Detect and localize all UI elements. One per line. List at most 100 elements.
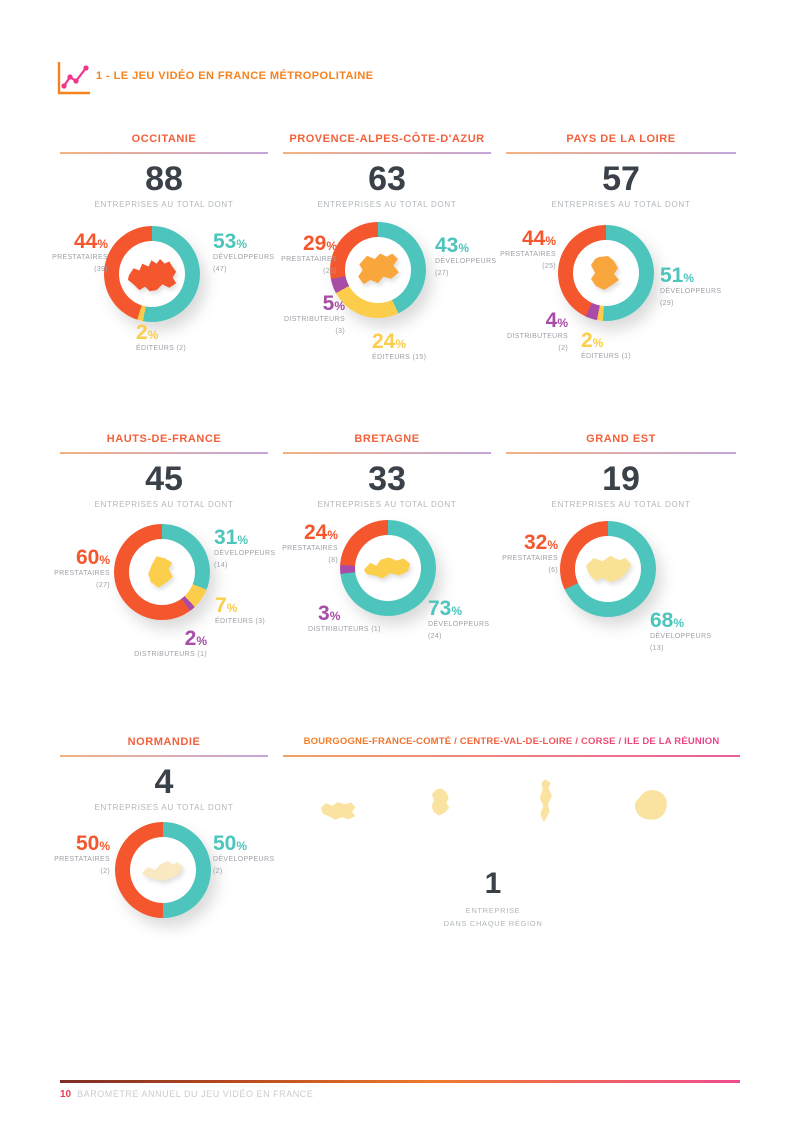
- title-underline: [60, 755, 268, 757]
- segment-name: PRESTATAIRES: [52, 254, 108, 261]
- percentage-value: 68: [650, 609, 674, 632]
- hauts-de-france-map-shape: [148, 556, 174, 588]
- segment-count: (27): [96, 581, 110, 589]
- percentage-value: 7: [215, 594, 227, 617]
- footer: 10 BAROMÈTRE ANNUEL DU JEU VIDÉO EN FRANC…: [60, 1089, 313, 1100]
- segment-count: (2): [213, 867, 223, 875]
- bourgogne-france-comte-map-shape: [320, 801, 356, 820]
- segment-name: DISTRIBUTEURS (2): [507, 333, 568, 352]
- region-card-occitanie: OCCITANIE 88 ENTREPRISES AU TOTAL DONT 4…: [52, 128, 274, 418]
- segment-name: PRESTATAIRES: [500, 251, 556, 258]
- label-editeurs: 2% ÉDITEURS (2): [136, 322, 186, 355]
- region-card-pays-de-la-loire: PAYS DE LA LOIRE 57 ENTREPRISES AU TOTAL…: [500, 128, 736, 418]
- percentage-value: 24: [372, 330, 396, 353]
- percentage-value: 53: [213, 230, 237, 253]
- label-prestataires: 29% PRESTATAIRES (25): [281, 233, 337, 278]
- total-caption: ENTREPRISES AU TOTAL DONT: [551, 200, 691, 209]
- percentage-value: 50: [75, 832, 100, 855]
- segment-count: (14): [214, 561, 228, 569]
- segment-name: PRESTATAIRES: [54, 856, 110, 863]
- ile-de-la-reunion-map-shape: [634, 790, 667, 820]
- label-distributeurs: 4% DISTRIBUTEURS (2): [506, 310, 568, 355]
- percentage-value: 2: [136, 321, 148, 344]
- percentage-value: 2: [184, 627, 197, 650]
- segment-count: (13): [650, 644, 664, 652]
- region-title: GRAND EST: [586, 433, 656, 445]
- title-underline: [506, 152, 736, 154]
- region-card-hauts-de-france: HAUTS-DE-FRANCE 45 ENTREPRISES AU TOTAL …: [54, 428, 275, 718]
- total-count: 4: [154, 763, 174, 801]
- percentage-value: 29: [302, 232, 327, 255]
- donut-chart-grand-est: [560, 521, 656, 617]
- percentage-value: 31: [214, 526, 238, 549]
- label-editeurs: 2% ÉDITEURS (1): [581, 330, 631, 363]
- segment-name: DÉVELOPPEURS: [214, 550, 276, 557]
- region-title: PAYS DE LA LOIRE: [566, 133, 676, 145]
- segment-name: DÉVELOPPEURS: [213, 254, 275, 261]
- percentage-value: 24: [303, 521, 328, 544]
- total-count: 33: [368, 460, 406, 498]
- label-distributeurs: 3% DISTRIBUTEURS (1): [308, 603, 381, 636]
- donut-chart-paca: [330, 222, 426, 318]
- total-caption: ENTREPRISES AU TOTAL DONT: [94, 803, 234, 812]
- percentage-value: 44: [73, 230, 98, 253]
- segment-name: PRESTATAIRES: [54, 570, 110, 577]
- percentage-value: 43: [435, 234, 459, 257]
- segment-name: DISTRIBUTEURS (3): [284, 316, 345, 335]
- segment-name: PRESTATAIRES: [282, 545, 338, 552]
- label-prestataires: 44% PRESTATAIRES (25): [500, 228, 556, 273]
- label-prestataires: 44% PRESTATAIRES (39): [52, 231, 108, 276]
- region-title: NORMANDIE: [127, 736, 201, 748]
- percentage-value: 60: [75, 546, 100, 569]
- corse-map-shape: [539, 779, 552, 823]
- segment-name: DISTRIBUTEURS (1): [308, 626, 381, 633]
- segment-name: DÉVELOPPEURS: [435, 258, 497, 265]
- segment-name: PRESTATAIRES: [281, 256, 337, 263]
- label-developpeurs: 31% DÉVELOPPEURS (14): [214, 527, 275, 572]
- segment-name: ÉDITEURS (15): [372, 354, 427, 361]
- percentage-value: 51: [660, 264, 684, 287]
- percentage-value: 50: [213, 832, 237, 855]
- total-count: 19: [602, 460, 640, 498]
- segment-name: DISTRIBUTEURS (1): [134, 651, 207, 658]
- total-caption: ENTREPRISES AU TOTAL DONT: [317, 500, 457, 509]
- segment-name: ÉDITEURS (2): [136, 345, 187, 352]
- total-caption: ENTREPRISES AU TOTAL DONT: [317, 200, 457, 209]
- percentage-value: 32: [523, 531, 548, 554]
- centre-val-de-loire-map-shape: [431, 788, 450, 816]
- page-number: 10: [60, 1089, 72, 1100]
- combined-count: 1: [484, 867, 502, 900]
- segment-count: (29): [660, 299, 674, 307]
- label-prestataires: 32% PRESTATAIRES (6): [502, 532, 558, 577]
- paca-map-shape: [358, 253, 399, 285]
- segment-name: ÉDITEURS (1): [581, 353, 632, 360]
- line-chart-icon: [57, 62, 90, 95]
- label-developpeurs: 51% DÉVELOPPEURS (29): [660, 265, 721, 310]
- percentage-value: 3: [318, 602, 330, 625]
- combined-caption-line1: ENTREPRISE: [465, 906, 521, 915]
- percentage-value: 73: [428, 597, 452, 620]
- total-count: 88: [145, 160, 183, 198]
- segment-count: (24): [428, 632, 442, 640]
- title-underline: [60, 452, 268, 454]
- label-developpeurs: 43% DÉVELOPPEURS (27): [435, 235, 496, 280]
- total-count: 45: [145, 460, 183, 498]
- segment-name: DÉVELOPPEURS: [213, 856, 275, 863]
- donut-chart-normandie: [115, 822, 211, 918]
- region-card-paca: PROVENCE-ALPES-CÔTE-D'AZUR 63 ENTREPRISE…: [281, 128, 496, 418]
- label-distributeurs: 2% DISTRIBUTEURS (1): [134, 628, 207, 661]
- segment-count: (6): [548, 566, 558, 574]
- region-title: PROVENCE-ALPES-CÔTE-D'AZUR: [289, 133, 485, 145]
- label-distributeurs: 5% DISTRIBUTEURS (3): [283, 293, 345, 338]
- donut-chart-occitanie: [104, 226, 200, 322]
- segment-name: DÉVELOPPEURS: [650, 633, 712, 640]
- segment-count: (27): [435, 269, 449, 277]
- label-developpeurs: 73% DÉVELOPPEURS (24): [428, 598, 489, 643]
- region-card-grand-est: GRAND EST 19 ENTREPRISES AU TOTAL DONT 3…: [502, 428, 736, 718]
- label-editeurs: 24% ÉDITEURS (15): [372, 331, 426, 364]
- region-title: BRETAGNE: [354, 433, 420, 445]
- title-underline: [283, 452, 491, 454]
- segment-count: (47): [213, 265, 227, 273]
- region-title: HAUTS-DE-FRANCE: [106, 433, 222, 445]
- total-caption: ENTREPRISES AU TOTAL DONT: [551, 500, 691, 509]
